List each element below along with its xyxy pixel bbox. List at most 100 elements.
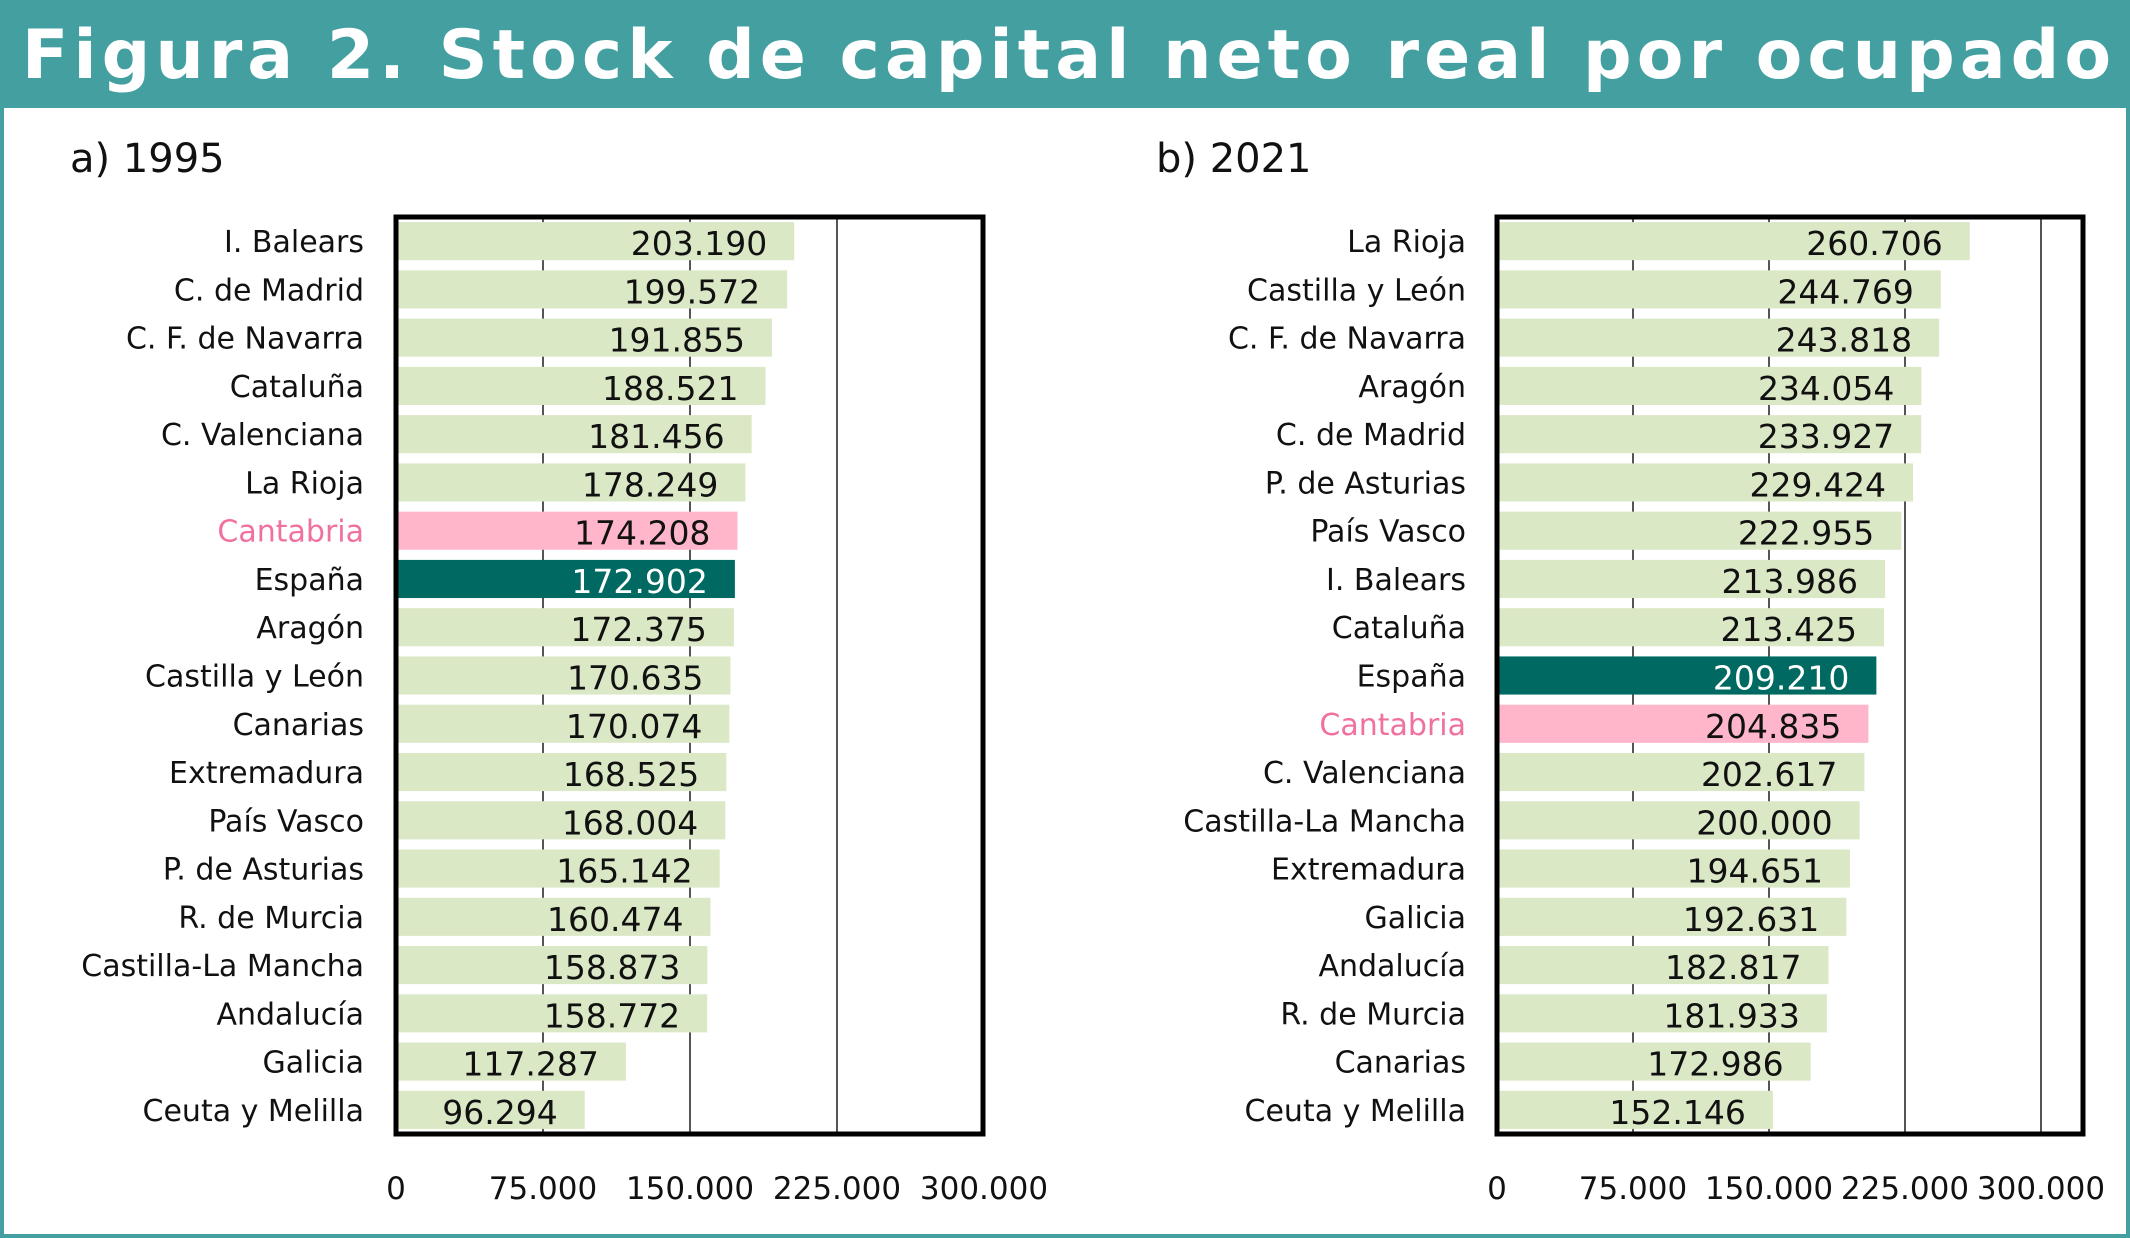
bar bbox=[396, 752, 727, 792]
data-label: 170.074 bbox=[566, 707, 702, 746]
category-label: La Rioja bbox=[1347, 225, 1466, 260]
category-label: País Vasco bbox=[208, 804, 364, 839]
bar bbox=[1497, 559, 1886, 599]
category-label: R. de Murcia bbox=[1280, 997, 1466, 1032]
bar bbox=[396, 270, 788, 309]
bar bbox=[396, 415, 752, 454]
bar bbox=[1497, 849, 1850, 888]
data-label: 204.835 bbox=[1705, 707, 1841, 746]
data-label: 182.817 bbox=[1665, 948, 1801, 987]
category-label: Castilla-La Mancha bbox=[1183, 804, 1466, 839]
category-label: Canarias bbox=[233, 708, 364, 743]
category-label: Ceuta y Melilla bbox=[1245, 1094, 1466, 1129]
data-label: 209.210 bbox=[1713, 659, 1849, 698]
x-tick-label: 75.000 bbox=[489, 1171, 597, 1207]
data-label: 178.249 bbox=[582, 465, 718, 504]
bar bbox=[1497, 511, 1902, 550]
x-tick-label: 150.000 bbox=[626, 1171, 754, 1207]
bar bbox=[396, 656, 731, 695]
bar bbox=[396, 463, 746, 502]
bar bbox=[396, 1042, 626, 1081]
bar bbox=[396, 704, 730, 743]
data-label: 181.456 bbox=[588, 417, 724, 456]
data-label: 174.208 bbox=[574, 514, 710, 553]
data-label: 191.855 bbox=[609, 321, 745, 360]
category-label: España bbox=[255, 563, 364, 598]
data-label: 213.986 bbox=[1722, 562, 1858, 601]
bar bbox=[1497, 801, 1860, 840]
bar bbox=[396, 608, 734, 647]
bar bbox=[1497, 366, 1922, 405]
category-label: P. de Asturias bbox=[163, 853, 364, 888]
bar bbox=[1497, 946, 1829, 985]
bar bbox=[1497, 222, 1970, 261]
data-label: 172.902 bbox=[571, 562, 707, 601]
category-label: Galicia bbox=[262, 1046, 364, 1081]
category-label: C. de Madrid bbox=[1276, 418, 1466, 453]
bar bbox=[396, 559, 735, 599]
panel-title: b) 2021 bbox=[1156, 136, 1312, 182]
category-label: Castilla-La Mancha bbox=[81, 949, 364, 984]
data-label: 152.146 bbox=[1609, 1093, 1745, 1132]
category-label: C. F. de Navarra bbox=[1228, 322, 1466, 357]
category-label: Castilla y León bbox=[145, 660, 364, 695]
x-tick-label: 150.000 bbox=[1705, 1171, 1833, 1207]
data-label: 200.000 bbox=[1696, 803, 1832, 842]
category-label: Cantabria bbox=[217, 515, 364, 550]
data-label: 234.054 bbox=[1758, 369, 1894, 408]
data-label: 165.142 bbox=[556, 852, 692, 891]
bar bbox=[396, 318, 773, 357]
data-label: 229.424 bbox=[1750, 465, 1886, 504]
bar bbox=[1497, 897, 1847, 936]
data-label: 168.004 bbox=[562, 803, 698, 842]
data-label: 260.706 bbox=[1806, 224, 1942, 263]
category-label: Cataluña bbox=[230, 370, 364, 405]
bar bbox=[1497, 994, 1827, 1033]
category-label: C. Valenciana bbox=[161, 418, 364, 453]
bar bbox=[396, 511, 738, 550]
bar bbox=[396, 1090, 585, 1129]
bar bbox=[1497, 415, 1922, 454]
bar bbox=[396, 366, 766, 405]
category-label: Castilla y León bbox=[1247, 273, 1466, 308]
data-label: 181.933 bbox=[1663, 996, 1799, 1035]
category-label: I. Balears bbox=[224, 225, 364, 260]
bar bbox=[1497, 1090, 1773, 1129]
category-label: España bbox=[1357, 660, 1466, 695]
category-label: Andalucía bbox=[216, 997, 364, 1032]
plot-border bbox=[393, 214, 986, 1137]
category-label: C. de Madrid bbox=[174, 273, 364, 308]
bar bbox=[1497, 656, 1877, 695]
data-label: 117.287 bbox=[462, 1045, 598, 1084]
data-label: 243.818 bbox=[1776, 321, 1912, 360]
data-label: 192.631 bbox=[1683, 900, 1819, 939]
data-label: 158.873 bbox=[544, 948, 680, 987]
x-tick-label: 225.000 bbox=[1841, 1171, 1969, 1207]
category-label: Cataluña bbox=[1332, 611, 1466, 646]
data-label: 203.190 bbox=[631, 224, 767, 263]
data-label: 172.375 bbox=[570, 610, 706, 649]
category-label: C. Valenciana bbox=[1263, 756, 1466, 791]
figure-title: Figura 2. Stock de capital neto real por… bbox=[4, 4, 2130, 108]
bar bbox=[1497, 318, 1940, 357]
category-label: Andalucía bbox=[1318, 949, 1466, 984]
bar bbox=[1497, 463, 1914, 502]
data-label: 213.425 bbox=[1721, 610, 1857, 649]
data-label: 96.294 bbox=[442, 1093, 557, 1132]
data-label: 222.955 bbox=[1738, 514, 1874, 553]
bar bbox=[1497, 1042, 1811, 1081]
category-label: Ceuta y Melilla bbox=[143, 1094, 364, 1129]
data-label: 158.772 bbox=[544, 996, 680, 1035]
bar bbox=[396, 994, 708, 1033]
category-label: Extremadura bbox=[169, 756, 364, 791]
category-label: I. Balears bbox=[1326, 563, 1466, 598]
panel-title: a) 1995 bbox=[70, 136, 225, 182]
category-label: C. F. de Navarra bbox=[126, 322, 364, 357]
data-label: 172.986 bbox=[1647, 1045, 1783, 1084]
category-label: País Vasco bbox=[1310, 515, 1466, 550]
data-label: 160.474 bbox=[547, 900, 683, 939]
data-label: 233.927 bbox=[1758, 417, 1894, 456]
x-tick-label: 75.000 bbox=[1579, 1171, 1687, 1207]
category-label: Cantabria bbox=[1319, 708, 1466, 743]
